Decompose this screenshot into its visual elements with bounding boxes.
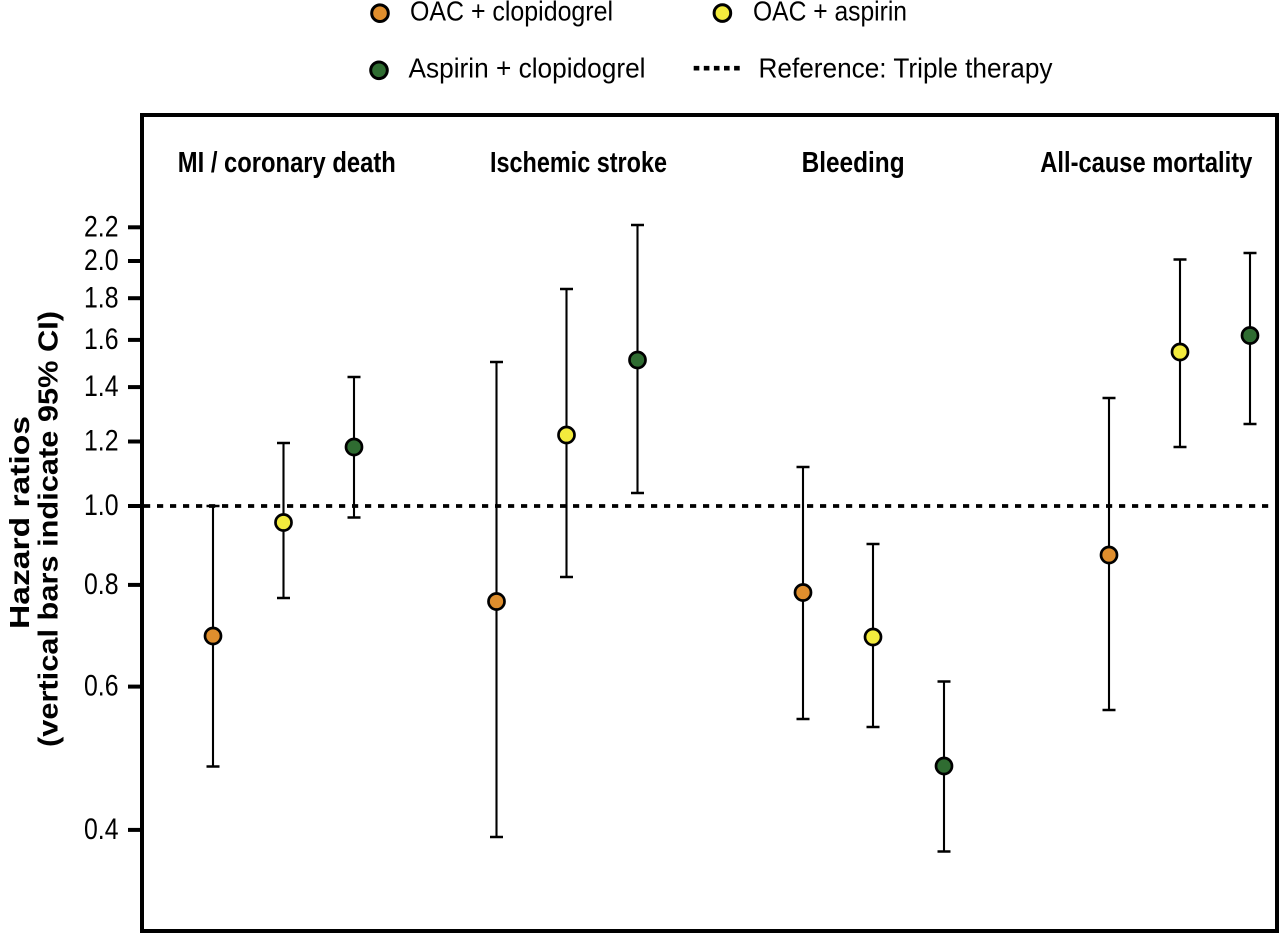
svg-text:All-cause mortality: All-cause mortality — [1040, 147, 1252, 179]
svg-text:OAC + aspirin: OAC + aspirin — [753, 0, 907, 27]
svg-text:Bleeding: Bleeding — [802, 147, 905, 179]
svg-text:1.8: 1.8 — [84, 281, 119, 314]
svg-text:1.4: 1.4 — [84, 370, 119, 403]
svg-text:0.8: 0.8 — [84, 568, 119, 601]
svg-text:0.4: 0.4 — [84, 813, 119, 846]
svg-text:1.6: 1.6 — [84, 323, 119, 356]
svg-text:1.0: 1.0 — [84, 489, 119, 522]
svg-text:2.0: 2.0 — [84, 244, 119, 277]
svg-text:MI / coronary death: MI / coronary death — [178, 147, 396, 179]
svg-text:Ischemic stroke: Ischemic stroke — [490, 147, 667, 179]
svg-text:2.2: 2.2 — [84, 210, 119, 243]
svg-text:Reference: Triple therapy: Reference: Triple therapy — [759, 53, 1053, 84]
svg-text:OAC + clopidogrel: OAC + clopidogrel — [410, 0, 613, 27]
svg-text:(vertical bars indicate 95% CI: (vertical bars indicate 95% CI) — [33, 311, 64, 747]
svg-text:0.6: 0.6 — [84, 670, 119, 703]
svg-text:1.2: 1.2 — [84, 425, 119, 458]
svg-text:Aspirin + clopidogrel: Aspirin + clopidogrel — [409, 53, 646, 84]
svg-text:Hazard ratios: Hazard ratios — [4, 416, 35, 629]
